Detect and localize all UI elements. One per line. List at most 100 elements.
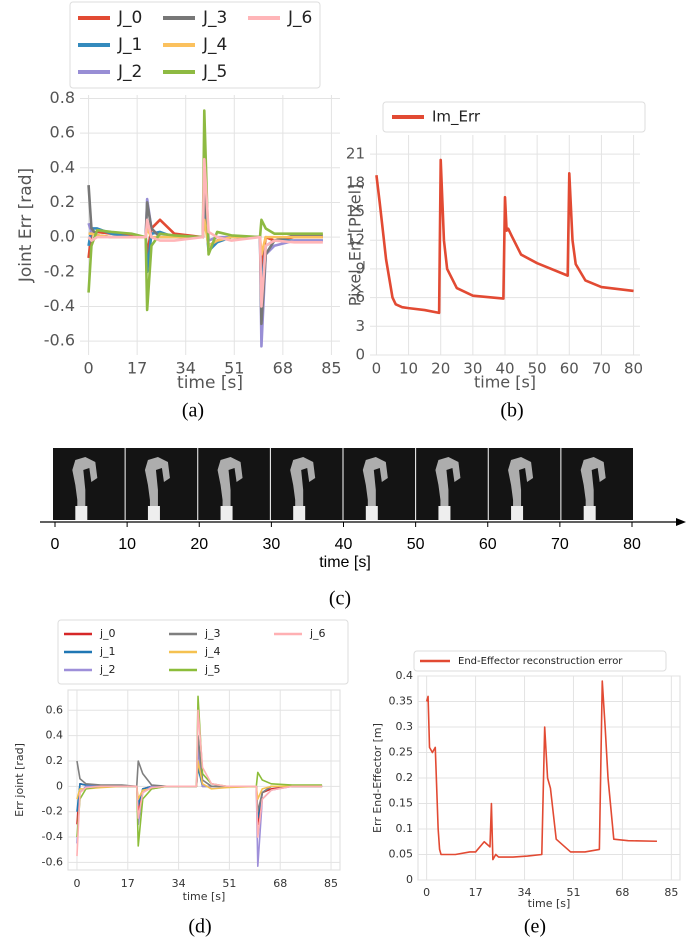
series-line (425, 680, 657, 861)
y-tick-label: 0 (355, 346, 365, 364)
robot-base (293, 506, 306, 520)
robot-silhouette (580, 457, 606, 518)
y-tick-label: 0 (56, 779, 63, 792)
x-tick-label: 0 (372, 360, 382, 378)
series-line (76, 709, 323, 857)
y-tick-label: 15 (346, 202, 365, 220)
robot-silhouette (72, 457, 98, 518)
frame-image (561, 448, 633, 520)
robot-silhouette (435, 457, 461, 518)
axis-arrow (676, 518, 686, 526)
x-tick-label: 0 (423, 886, 430, 899)
legend-label: j_2 (99, 663, 116, 676)
x-tick-label: 85 (664, 886, 678, 899)
x-axis-label: time [s] (183, 890, 226, 903)
robot-base (147, 506, 160, 520)
legend-label: J_2 (117, 62, 142, 82)
y-tick-label: -0.6 (44, 331, 75, 350)
y-tick-label: 0.6 (46, 703, 64, 716)
x-tick-label: 40 (335, 536, 353, 553)
x-tick-label: 0 (73, 877, 80, 890)
legend-box (382, 101, 646, 133)
y-tick-label: 0.4 (396, 669, 414, 682)
legend-label: J_4 (202, 35, 227, 55)
y-tick-label: -0.4 (42, 830, 63, 843)
y-tick-label: 0.1 (396, 822, 414, 835)
robot-base (583, 506, 596, 520)
x-tick-label: 51 (224, 359, 244, 378)
x-tick-label: 34 (518, 886, 532, 899)
x-tick-label: 20 (431, 360, 450, 378)
robot-silhouette (362, 457, 388, 518)
y-tick-label: 18 (346, 173, 365, 191)
x-tick-label: 10 (399, 360, 418, 378)
x-tick-label: 17 (121, 877, 135, 890)
legend-label: J_1 (117, 35, 142, 55)
legend-label: j_3 (204, 627, 221, 640)
x-tick-label: 68 (273, 877, 287, 890)
y-tick-label: -0.4 (44, 296, 75, 315)
caption: (d) (188, 916, 211, 938)
robot-base (365, 506, 378, 520)
y-tick-label: 0.35 (389, 695, 414, 708)
frame-image (343, 448, 416, 520)
x-tick-label: 85 (321, 359, 341, 378)
frame-image (488, 448, 561, 520)
x-tick-label: 60 (479, 536, 497, 553)
robot-silhouette (290, 457, 316, 518)
robot-silhouette (144, 457, 170, 518)
y-tick-label: 3 (355, 317, 365, 335)
legend-label: j_1 (99, 645, 116, 658)
x-tick-label: 50 (528, 360, 547, 378)
robot-silhouette (217, 457, 243, 518)
y-tick-label: 0.8 (50, 88, 75, 107)
y-tick-label: 0.15 (389, 797, 414, 810)
x-tick-label: 80 (624, 360, 643, 378)
legend-label: J_0 (117, 8, 142, 28)
y-tick-label: 6 (355, 288, 365, 306)
y-tick-label: 9 (355, 259, 365, 277)
legend-box (57, 619, 349, 685)
robot-base (511, 506, 524, 520)
y-tick-label: -0.6 (42, 855, 63, 868)
legend-label: J_3 (202, 8, 227, 28)
y-tick-label: 0.2 (396, 771, 414, 784)
y-axis-label: Err joint [rad] (13, 743, 26, 817)
x-axis-label: time [s] (474, 373, 536, 392)
y-tick-label: 0.4 (46, 729, 64, 742)
series-line (375, 158, 634, 315)
x-tick-label: 34 (172, 877, 186, 890)
y-tick-label: 0 (406, 873, 413, 886)
robot-base (220, 506, 233, 520)
y-tick-label: -0.2 (42, 805, 63, 818)
plot-area (67, 689, 341, 871)
y-axis-label: Pixel_Err [Pixel] (346, 184, 366, 307)
legend-label: J_6 (287, 8, 312, 28)
y-axis-label: Joint Err [rad] (16, 168, 36, 283)
legend-label: j_5 (204, 663, 221, 676)
x-tick-label: 51 (566, 886, 580, 899)
x-tick-label: 80 (623, 536, 641, 553)
x-tick-label: 60 (560, 360, 579, 378)
x-tick-label: 68 (615, 886, 629, 899)
x-tick-label: 10 (118, 536, 136, 553)
robot-base (75, 506, 88, 520)
y-tick-label: 0.05 (389, 848, 414, 861)
series-line (87, 157, 323, 308)
caption: (e) (524, 916, 546, 938)
x-tick-label: 51 (222, 877, 236, 890)
x-tick-label: 50 (407, 536, 425, 553)
legend-label: J_5 (202, 62, 227, 82)
legend-box (413, 650, 667, 672)
y-tick-label: 0.6 (50, 123, 75, 142)
x-tick-label: 17 (127, 359, 147, 378)
caption: (a) (182, 400, 204, 422)
y-tick-label: -0.2 (44, 261, 75, 280)
x-axis-label: time [s] (319, 554, 371, 571)
plot-area (80, 95, 340, 355)
x-tick-label: 0 (51, 536, 60, 553)
robot-base (438, 506, 451, 520)
x-axis-label: time [s] (528, 897, 571, 910)
